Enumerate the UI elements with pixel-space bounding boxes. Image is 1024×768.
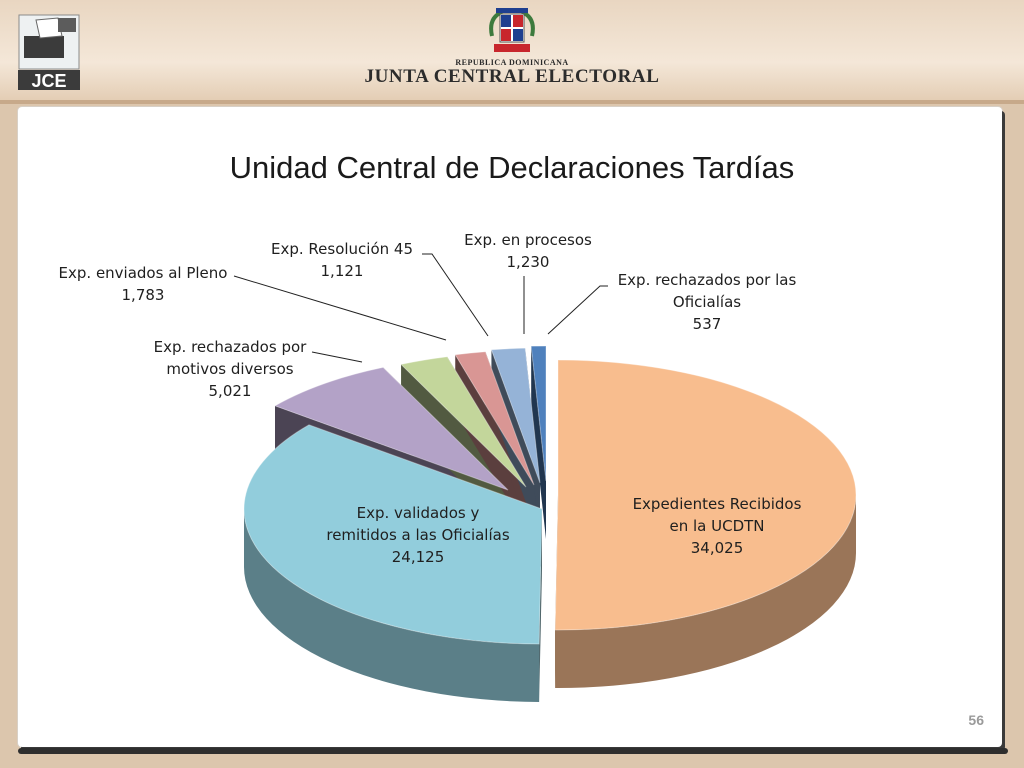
label-recibidos: Expedientes Recibidos en la UCDTN 34,025: [612, 493, 822, 559]
label-validados-value: 24,125: [391, 548, 445, 566]
pie-slice-motivos: [273, 366, 509, 491]
pie-slice-recibidos: [554, 359, 857, 631]
label-validados-line2: remitidos a las Oficialías: [326, 526, 510, 544]
label-oficialias: Exp. rechazados por las Oficialías 537: [606, 269, 808, 335]
label-procesos: Exp. en procesos 1,230: [450, 229, 606, 273]
pie-slice-oficialias-wall-1: [531, 346, 546, 539]
label-pleno-line1: Exp. enviados al Pleno: [58, 264, 228, 282]
coat-of-arms-icon: [489, 8, 535, 52]
pie-slice-recibidos-rim: [555, 495, 856, 688]
leader-line-pleno: [233, 275, 447, 341]
label-validados: Exp. validados y remitidos a las Oficial…: [300, 502, 536, 568]
label-procesos-line1: Exp. en procesos: [464, 231, 592, 249]
label-resolucion-value: 1,121: [320, 262, 364, 280]
label-recibidos-line1: Expedientes Recibidos: [632, 495, 802, 513]
label-resolucion: Exp. Resolución 45 1,121: [262, 238, 422, 282]
jce-logo: JCE: [18, 14, 80, 91]
panel-shadow-bar: [18, 748, 1008, 754]
chart-title: Unidad Central de Declaraciones Tardías: [229, 150, 795, 185]
label-motivos-line1: Exp. rechazados por: [153, 338, 307, 356]
label-oficialias-value: 537: [692, 315, 722, 333]
label-procesos-value: 1,230: [506, 253, 550, 271]
pie-slice-oficialias: [530, 345, 547, 482]
leader-line-motivos: [311, 351, 363, 363]
jce-logo-text: JCE: [31, 71, 66, 91]
label-oficialias-line2: Oficialías: [672, 293, 742, 311]
pie-slice-validados-rim: [244, 509, 540, 702]
label-recibidos-line2: en la UCDTN: [669, 517, 765, 535]
page-number: 56: [968, 712, 984, 728]
institution-title: JUNTA CENTRAL ELECTORAL: [364, 66, 660, 87]
pie-slice-procesos: [490, 347, 541, 484]
label-validados-line1: Exp. validados y: [356, 504, 480, 522]
leader-line-resolucion: [422, 253, 489, 337]
label-oficialias-line1: Exp. rechazados por las: [617, 271, 797, 289]
label-pleno: Exp. enviados al Pleno 1,783: [48, 262, 238, 306]
header-rule: [0, 100, 1024, 104]
label-pleno-value: 1,783: [121, 286, 165, 304]
pie-slice-pleno: [400, 356, 527, 488]
label-recibidos-value: 34,025: [690, 539, 744, 557]
label-motivos-line2: motivos diversos: [166, 360, 294, 378]
label-motivos-value: 5,021: [208, 382, 252, 400]
label-resolucion-line1: Exp. Resolución 45: [270, 240, 413, 258]
label-motivos: Exp. rechazados por motivos diversos 5,0…: [136, 336, 324, 402]
pie-slice-validados: [243, 424, 543, 645]
pie-slice-resolucion: [454, 351, 535, 486]
leader-line-oficialias: [547, 285, 608, 335]
republica-label: REPUBLICA DOMINICANA: [455, 58, 569, 67]
